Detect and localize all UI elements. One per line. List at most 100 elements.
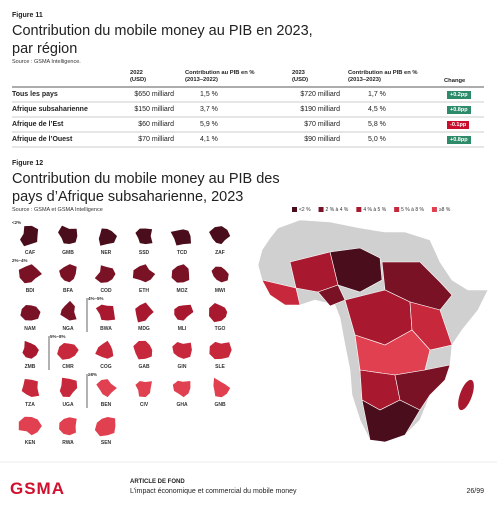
legend-label: 2 % à 4 % — [325, 206, 349, 213]
country-thumbnail — [174, 304, 194, 321]
table-header: (USD) — [130, 77, 147, 83]
country-code: ETH — [139, 288, 149, 294]
legend-label: 4 % à 5 % — [363, 206, 387, 213]
country-code: MWI — [214, 288, 226, 294]
country-code: SSD — [138, 250, 150, 256]
country-thumbnail — [135, 302, 154, 323]
row-label: Tous les pays — [12, 91, 58, 98]
country-thumbnail — [94, 417, 116, 437]
country-code: SEN — [100, 440, 112, 446]
country-thumbnail — [209, 226, 231, 245]
country-thumbnail — [209, 341, 232, 360]
country-thumbnail — [60, 300, 77, 321]
country-code: MLI — [177, 326, 187, 332]
country-thumbnail — [135, 381, 152, 398]
table-cell: $150 milliard — [134, 106, 174, 113]
country-thumbnail — [211, 266, 229, 283]
table-cell: 5,0 % — [368, 136, 386, 143]
table-cell: 5,8 % — [368, 121, 386, 128]
legend-label: 5 % à 8 % — [401, 206, 424, 213]
country-thumbnail — [20, 305, 41, 321]
table-header: (USD) — [292, 77, 309, 83]
country-thumbnail — [171, 264, 190, 283]
country-code: COD — [100, 288, 112, 294]
table-header: Contribution au PIB en % — [185, 70, 255, 76]
africa-map — [257, 219, 489, 443]
figure-title: Contribution du mobile money au PIB des — [12, 171, 280, 187]
map-region — [261, 279, 301, 306]
country-thumbnail — [59, 417, 77, 436]
table-header: Contribution au PIB en % — [348, 70, 418, 76]
table-header: 2022 — [130, 70, 143, 76]
country-thumbnail — [20, 225, 39, 247]
table-cell: 3,7 % — [200, 106, 218, 113]
country-code: NGA — [62, 326, 74, 332]
country-thumbnail — [209, 303, 228, 323]
table-cell: $720 milliard — [300, 91, 340, 98]
figure-title: par région — [12, 41, 78, 57]
table-header: Change — [444, 78, 466, 84]
table-cell: 4,5 % — [368, 106, 386, 113]
row-label: Afrique subsaharienne — [12, 106, 88, 113]
table-cell: $90 milliard — [304, 136, 340, 143]
country-thumbnail — [95, 304, 116, 321]
group-label: 4%–5% — [88, 296, 104, 301]
row-label: Afrique de l’Ouest — [12, 136, 73, 143]
country-code: GMB — [62, 250, 74, 256]
table-cell: $70 milliard — [138, 136, 174, 143]
legend-swatch — [318, 207, 324, 212]
country-thumbnail — [18, 416, 42, 436]
group-label: ≥8% — [88, 372, 97, 377]
map-region — [409, 301, 453, 351]
legend-swatch — [356, 207, 362, 212]
figure-label: Figure 12 — [12, 160, 44, 167]
table-cell: 5,9 % — [200, 121, 218, 128]
legend-swatch — [431, 207, 437, 212]
country-code: GHA — [176, 402, 188, 408]
country-code: GIN — [177, 364, 187, 370]
country-thumbnail — [132, 264, 156, 283]
table-cell: $70 milliard — [304, 121, 340, 128]
table-cell: 1,7 % — [368, 91, 386, 98]
country-code: TZA — [25, 402, 35, 408]
country-code: NER — [100, 250, 112, 256]
country-thumbnail — [98, 228, 117, 246]
legend-label: ≥8 % — [438, 206, 451, 213]
country-thumbnail — [96, 379, 117, 398]
country-code: CAF — [24, 250, 36, 256]
change-badge: +0.8pp — [447, 135, 471, 144]
country-thumbnail — [22, 340, 39, 359]
footer-subtitle: L’impact économique et commercial du mob… — [130, 488, 297, 495]
country-thumbnail — [170, 229, 191, 246]
legend-label: <2 % — [299, 206, 311, 213]
table-cell: $650 milliard — [134, 91, 174, 98]
country-code: GAB — [138, 364, 150, 370]
country-thumbnail — [58, 225, 78, 244]
table-cell: $190 milliard — [300, 106, 340, 113]
change-badge: -0.1pp — [447, 120, 470, 129]
figure-label: Figure 11 — [12, 12, 43, 19]
country-code: UGA — [62, 402, 74, 408]
group-label: 5%–8% — [50, 334, 66, 339]
country-code: BDI — [25, 288, 35, 294]
country-thumbnail — [94, 265, 116, 283]
map-region — [361, 399, 421, 443]
country-thumbnail — [59, 377, 78, 397]
change-badge: +0.8pp — [447, 105, 471, 114]
country-code: NAM — [24, 326, 36, 332]
table-header: (2013–2023) — [348, 77, 381, 83]
figure-title: Contribution du mobile money au PIB en 2… — [12, 23, 313, 39]
country-thumbnail — [59, 264, 77, 283]
country-thumbnail — [57, 343, 79, 360]
country-code: SLE — [215, 364, 225, 370]
change-badge: +0.2pp — [447, 90, 471, 99]
country-thumbnail — [133, 340, 153, 360]
country-code: ZAF — [215, 250, 225, 256]
table-cell: $60 milliard — [138, 121, 174, 128]
legend-swatch — [292, 207, 297, 212]
figure-title: pays d’Afrique subsaharienne, 2023 — [12, 189, 244, 205]
figure-source: Source : GSMA Intelligence. — [12, 59, 81, 65]
country-code: TCD — [176, 250, 188, 256]
country-code: KEN — [24, 440, 36, 446]
